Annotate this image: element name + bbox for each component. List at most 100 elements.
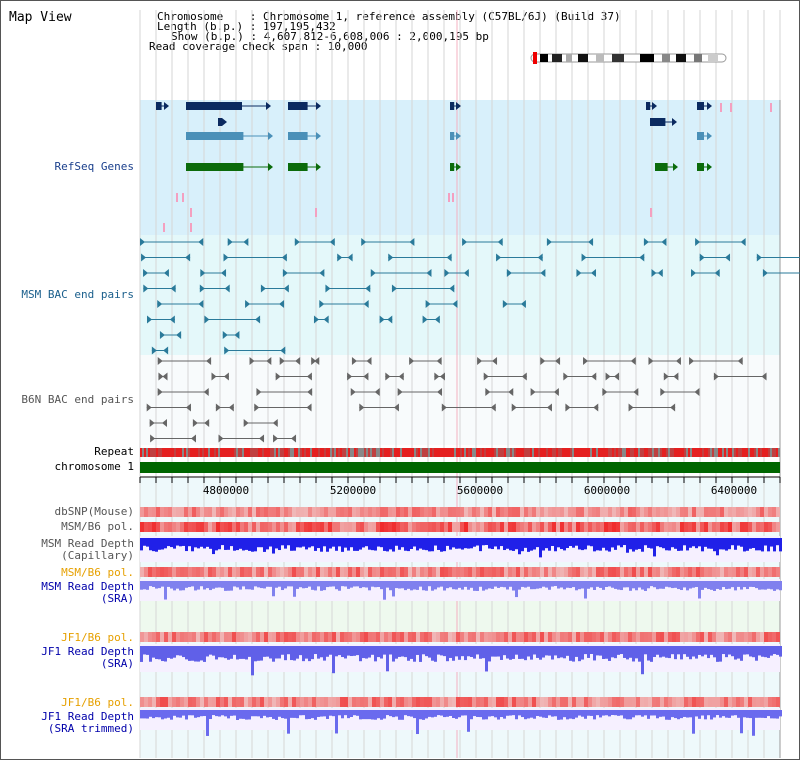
dbsnp-heatmap-cell — [280, 507, 284, 517]
msm-pol-heatmap-2-cell — [580, 567, 584, 577]
msm-pol-heatmap-1-cell — [572, 522, 576, 532]
dbsnp-heatmap-cell — [572, 507, 576, 517]
msm-depth-capillary-bar — [764, 538, 767, 546]
msm-depth-sra-bar — [716, 581, 719, 589]
msm-pol-heatmap-2-cell — [428, 567, 432, 577]
pink-marker — [182, 193, 184, 202]
jf1-pol-heatmap-1-cell — [184, 632, 188, 642]
track-label-msm-pol-2[interactable]: MSM/B6 pol. — [61, 566, 134, 579]
track-label-jf1-depth-sra-trimmed[interactable]: JF1 Read Depth (SRA trimmed) — [41, 710, 134, 735]
jf1-depth-sra-trimmed-bar — [770, 710, 773, 719]
msm-pol-heatmap-1-cell — [464, 522, 468, 532]
msm-pol-heatmap-2-cell — [360, 567, 364, 577]
jf1-depth-sra-trimmed-bar — [164, 710, 167, 719]
msm-depth-capillary-bar — [413, 538, 416, 547]
dbsnp-heatmap-cell — [660, 507, 664, 517]
msm-pol-heatmap-1-cell — [344, 522, 348, 532]
repeat-segment — [556, 448, 558, 457]
jf1-depth-sra-trimmed-bar — [509, 710, 512, 716]
repeat-segment — [654, 448, 656, 457]
repeat-segment — [480, 448, 482, 457]
jf1-depth-sra-bar — [233, 646, 236, 655]
repeat-segment — [174, 448, 176, 457]
jf1-pol-heatmap-1-cell — [492, 632, 496, 642]
msm-depth-capillary-bar — [410, 538, 413, 550]
b6n-bac-pair-end — [266, 357, 272, 365]
track-label-repeat[interactable]: Repeat — [94, 445, 134, 458]
msm-depth-capillary-bar — [335, 538, 338, 551]
msm-pol-heatmap-2-cell — [376, 567, 380, 577]
msm-pol-heatmap-1-cell — [724, 522, 728, 532]
repeat-segment — [316, 448, 318, 457]
track-label-dbsnp[interactable]: dbSNP(Mouse) — [54, 505, 134, 518]
jf1-pol-heatmap-1-cell — [724, 632, 728, 642]
msm-pol-heatmap-1-cell — [760, 522, 764, 532]
msm-depth-capillary-bar — [419, 538, 422, 549]
msm-pol-heatmap-2-cell — [716, 567, 720, 577]
jf1-pol-heatmap-2-cell — [620, 697, 624, 707]
msm-pol-heatmap-1-cell — [216, 522, 220, 532]
dbsnp-heatmap-cell — [428, 507, 432, 517]
repeat-segment — [566, 448, 568, 457]
msm-depth-sra-bar — [392, 581, 395, 597]
jf1-depth-sra-bar — [542, 646, 545, 658]
msm-bac-pair-end — [163, 346, 169, 355]
jf1-pol-heatmap-1-cell — [208, 632, 212, 642]
jf1-depth-sra-trimmed-bar — [398, 710, 401, 720]
repeat-segment — [200, 448, 202, 457]
jf1-depth-sra-bar — [674, 646, 677, 660]
jf1-pol-heatmap-1-cell — [500, 632, 504, 642]
msm-pol-heatmap-2-cell — [328, 567, 332, 577]
jf1-pol-heatmap-2-cell — [480, 697, 484, 707]
msm-depth-capillary-bar — [617, 538, 620, 546]
axis-tick-label: 4800000 — [203, 484, 249, 497]
jf1-depth-sra-bar — [656, 646, 659, 655]
track-label-jf1-pol-1[interactable]: JF1/B6 pol. — [61, 631, 134, 644]
gene-exon — [650, 118, 666, 126]
msm-depth-capillary-bar — [227, 538, 230, 550]
dbsnp-heatmap-cell — [640, 507, 644, 517]
msm-depth-capillary-bar — [233, 538, 236, 551]
dbsnp-heatmap-cell — [756, 507, 760, 517]
jf1-pol-heatmap-1-cell — [536, 632, 540, 642]
track-label-b6n-bac[interactable]: B6N BAC end pairs — [21, 393, 134, 406]
repeat-segment — [412, 448, 414, 457]
repeat-segment — [194, 448, 196, 457]
msm-pol-heatmap-1-cell — [656, 522, 660, 532]
msm-depth-capillary-bar — [527, 538, 530, 552]
jf1-pol-heatmap-1-cell — [348, 632, 352, 642]
track-label-msm-bac[interactable]: MSM BAC end pairs — [21, 288, 134, 301]
gene-arrow — [316, 163, 321, 171]
repeat-segment — [266, 448, 268, 457]
b6n-bac-pair-end — [314, 357, 320, 365]
msm-pol-heatmap-1 — [140, 522, 780, 532]
track-label-msm-pol-1[interactable]: MSM/B6 pol. — [61, 520, 134, 533]
jf1-pol-heatmap-2-cell — [524, 697, 528, 707]
track-label-chromosome[interactable]: chromosome 1 — [54, 460, 134, 473]
jf1-pol-heatmap-1-cell — [376, 632, 380, 642]
msm-pol-heatmap-1-cell — [288, 522, 292, 532]
repeat-segment — [418, 448, 420, 457]
msm-depth-sra-bar — [188, 581, 191, 588]
msm-bac-pair-end — [591, 269, 597, 277]
track-label-msm-depth-sra[interactable]: MSM Read Depth (SRA) — [41, 580, 134, 605]
msm-pol-heatmap-2-cell — [308, 567, 312, 577]
msm-pol-heatmap-2-cell — [156, 567, 160, 577]
msm-pol-heatmap-1-cell — [728, 522, 732, 532]
jf1-pol-heatmap-2-cell — [516, 697, 520, 707]
msm-bac-pair-end — [426, 269, 432, 277]
repeat-segment — [568, 448, 570, 457]
repeat-segment — [438, 448, 440, 457]
msm-pol-heatmap-2-cell — [220, 567, 224, 577]
track-label-msm-depth-capillary[interactable]: MSM Read Depth (Capillary) — [41, 537, 134, 562]
jf1-pol-heatmap-1-cell — [716, 632, 720, 642]
dbsnp-heatmap-cell — [452, 507, 456, 517]
msm-depth-capillary-bar — [644, 538, 647, 546]
jf1-pol-heatmap-1-cell — [448, 632, 452, 642]
jf1-depth-sra-bar — [254, 646, 257, 662]
track-label-jf1-depth-sra[interactable]: JF1 Read Depth (SRA) — [41, 645, 134, 670]
track-label-jf1-pol-2[interactable]: JF1/B6 pol. — [61, 696, 134, 709]
jf1-depth-sra-bar — [173, 646, 176, 658]
track-label-refseq-genes[interactable]: RefSeq Genes — [54, 160, 134, 173]
